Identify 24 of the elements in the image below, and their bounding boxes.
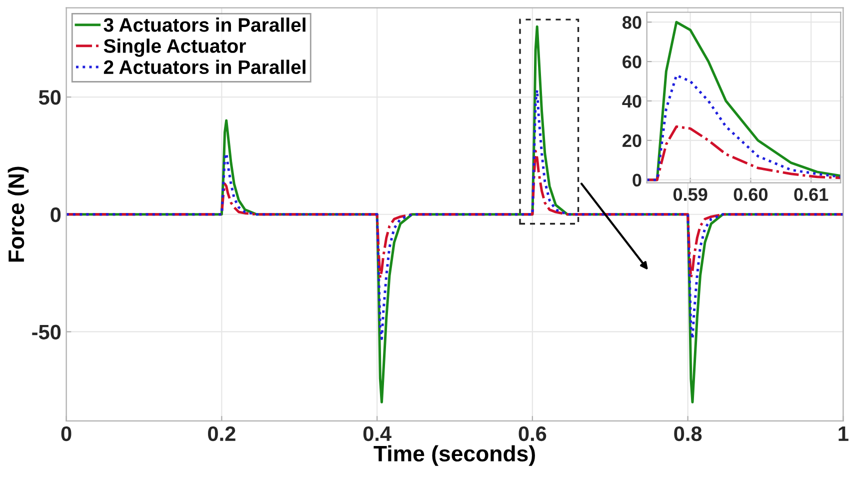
line-series	[66, 88, 844, 340]
y-tick-label: 0	[632, 174, 642, 187]
x-tick-label: 0.6	[518, 426, 546, 442]
y-tick-label: 80	[622, 16, 642, 29]
x-tick-label: 0.8	[674, 426, 702, 442]
x-tick-label: 0.4	[363, 426, 392, 442]
x-tick-label: 0.59	[673, 188, 708, 201]
line-series	[66, 150, 844, 279]
x-tick-label: 0	[61, 426, 72, 442]
legend-label: 3 Actuators in Parallel	[104, 18, 306, 32]
x-tick-label: 1	[838, 426, 848, 441]
x-tick-label: 0.60	[734, 188, 768, 201]
x-tick-label: 0.61	[794, 188, 828, 201]
y-tick-label: 20	[622, 134, 642, 148]
legend-label: 2 Actuators in Parallel	[104, 60, 306, 74]
y-tick-label: 60	[622, 55, 642, 68]
x-tick-label: 0.2	[208, 426, 236, 442]
y-axis-title: Force (N)	[8, 166, 29, 262]
y-tick-label: -50	[32, 324, 61, 340]
y-tick-label: 0	[50, 207, 61, 222]
legend-label: Single Actuator	[104, 38, 246, 57]
y-tick-label: 50	[38, 90, 61, 105]
x-axis-title: Time (seconds)	[374, 445, 535, 466]
y-tick-label: 40	[622, 94, 642, 108]
